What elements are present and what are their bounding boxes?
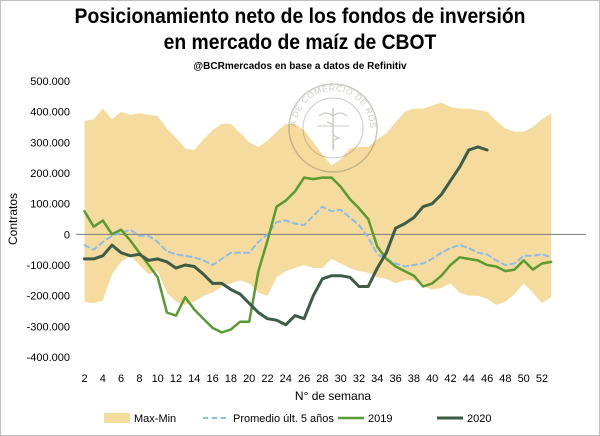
x-tick-label: 26: [298, 373, 310, 385]
label-layer: -400.000 -300.000 -200.000 -100.000 0 100.000…: [6, 76, 548, 403]
x-tick-label: 18: [225, 373, 237, 385]
x-tick-label: 4: [100, 373, 106, 385]
x-tick-label: 6: [118, 373, 124, 385]
x-tick-label: 48: [499, 373, 511, 385]
legend-label-series-1: 2019: [368, 413, 392, 425]
x-tick-label: 24: [280, 373, 292, 385]
series-line-1: [83, 176, 553, 334]
seal-wings: [318, 112, 348, 117]
x-tick-label: 34: [371, 373, 383, 385]
x-tick-label: 40: [426, 373, 438, 385]
x-tick-label: 36: [389, 373, 401, 385]
chart-subtitle: @BCRmercados en base a datos de Refiniti…: [193, 61, 407, 72]
x-tick-label: 20: [243, 373, 255, 385]
y-tick-label: -100.000: [27, 260, 70, 272]
legend-label-series-2: 2020: [467, 413, 491, 425]
y-tick-label: 0: [64, 229, 70, 241]
seal-snake: [326, 121, 342, 149]
x-tick-label: 32: [353, 373, 365, 385]
x-tick-label: 30: [335, 373, 347, 385]
series-line-0: [83, 205, 553, 268]
legend-swatch-band: [104, 413, 130, 423]
seal-inner-ring: [302, 97, 364, 159]
y-tick-label: 300.000: [30, 137, 70, 149]
x-axis-title: N° de semana: [295, 389, 371, 403]
chart-title: Posicionamiento neto de los fondos de in…: [24, 4, 576, 56]
y-tick-label: -300.000: [27, 321, 70, 333]
y-tick-label: 500.000: [30, 76, 70, 88]
band-max-min: [84, 102, 552, 305]
legend-label-series-0: Promedio últ. 5 años: [233, 413, 334, 425]
x-tick-label: 50: [518, 373, 530, 385]
series-line-2: [83, 145, 489, 327]
x-tick-label: 2: [81, 373, 87, 385]
x-tick-label: 14: [188, 373, 200, 385]
y-axis-title: Contratos: [6, 193, 20, 245]
x-tick-label: 52: [536, 373, 548, 385]
legend: Max-Min Promedio últ. 5 años 2019 2020: [104, 413, 491, 425]
y-tick-label: 100.000: [30, 199, 70, 211]
x-tick-label: 16: [206, 373, 218, 385]
legend-label-band: Max-Min: [134, 413, 176, 425]
chart-title-line2: en mercado de maíz de CBOT: [163, 31, 437, 54]
seal-outer-ring: [288, 83, 378, 173]
band-layer: [84, 102, 552, 305]
x-tick-label: 38: [408, 373, 420, 385]
x-tick-label: 44: [463, 373, 475, 385]
x-tick-label: 46: [481, 373, 493, 385]
chart-title-line1: Posicionamiento neto de los fondos de in…: [74, 5, 526, 28]
series-layer: [83, 145, 553, 334]
y-tick-label: -400.000: [27, 352, 70, 364]
y-tick-label: -200.000: [27, 291, 70, 303]
x-tick-label: 28: [316, 373, 328, 385]
y-tick-label: 200.000: [30, 168, 70, 180]
y-tick-label: 400.000: [30, 107, 70, 119]
x-tick-label: 12: [170, 373, 182, 385]
x-tick-label: 10: [152, 373, 164, 385]
x-tick-label: 8: [136, 373, 142, 385]
x-tick-label: 22: [261, 373, 273, 385]
x-tick-label: 42: [444, 373, 456, 385]
